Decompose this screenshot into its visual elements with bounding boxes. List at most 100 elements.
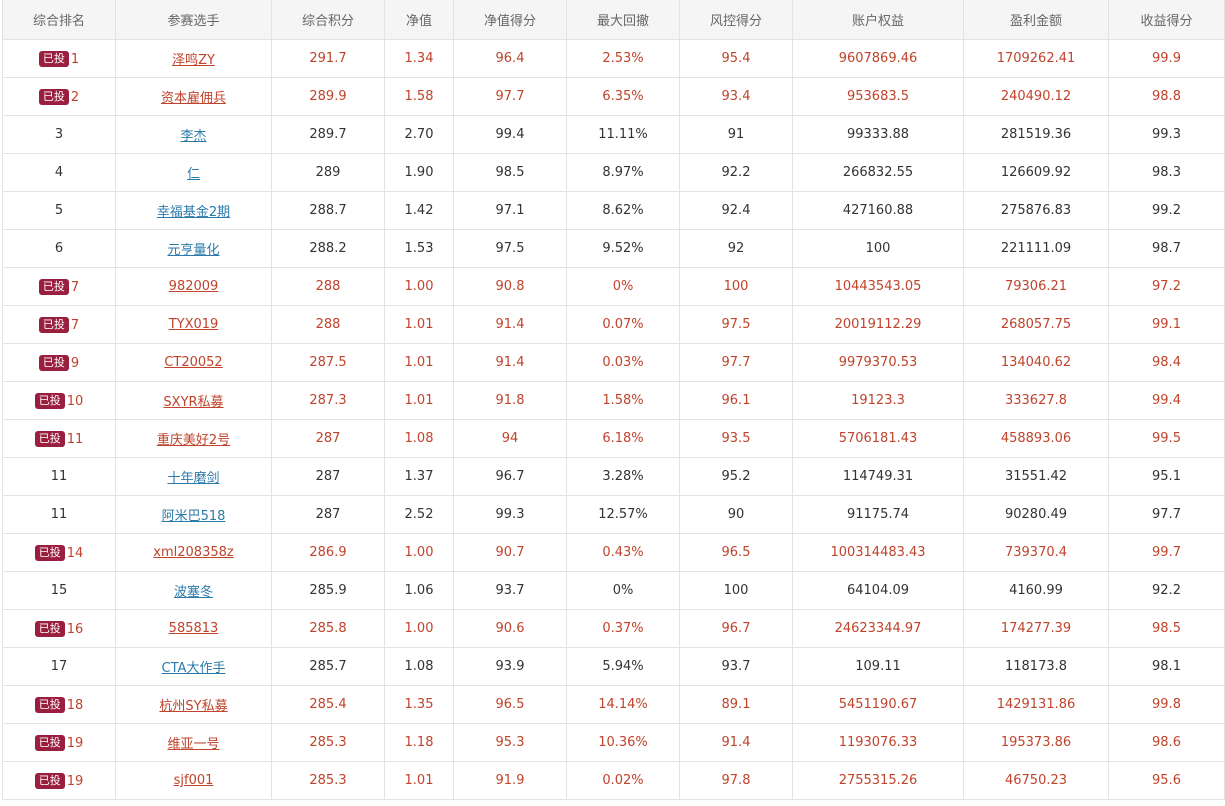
- invested-badge: 已投: [34, 620, 65, 637]
- player-cell: 982009: [115, 267, 272, 306]
- score-cell: 289.9: [271, 77, 385, 116]
- col-profit-header: 盈利金额: [963, 0, 1109, 40]
- player-cell: 幸福基金2期: [115, 191, 272, 230]
- nav-cell: 2.70: [384, 115, 454, 154]
- risk-score-cell: 96.1: [679, 381, 793, 420]
- player-link[interactable]: xml208358z: [153, 545, 234, 560]
- player-cell: 李杰: [115, 115, 272, 154]
- score-cell: 288: [271, 305, 385, 344]
- drawdown-cell: 10.36%: [566, 723, 680, 762]
- player-link[interactable]: 波塞冬: [173, 585, 213, 600]
- return-score-cell: 98.7: [1108, 229, 1225, 268]
- drawdown-cell: 6.35%: [566, 77, 680, 116]
- table-row: 已投 10 SXYR私募 287.3 1.01 91.8 1.58% 96.1 19123.3 3…: [2, 381, 1225, 420]
- player-cell: xml208358z: [115, 533, 272, 572]
- return-score-cell: 95.6: [1108, 761, 1225, 800]
- profit-cell: 118173.8: [963, 647, 1109, 686]
- drawdown-cell: 2.53%: [566, 39, 680, 78]
- rank-value: 16: [66, 621, 84, 637]
- return-score-cell: 97.2: [1108, 267, 1225, 306]
- score-cell: 285.3: [271, 723, 385, 762]
- table-row: 已投 18 杭州SY私募 285.4 1.35 96.5 14.14% 89.1 5451190…: [2, 685, 1225, 724]
- col-nav-header: 净值: [384, 0, 454, 40]
- nav-score-cell: 97.1: [453, 191, 567, 230]
- player-cell: 585813: [115, 609, 272, 648]
- player-link[interactable]: TYX019: [168, 317, 219, 332]
- profit-cell: 174277.39: [963, 609, 1109, 648]
- drawdown-cell: 0%: [566, 267, 680, 306]
- player-link[interactable]: 资本雇佣兵: [160, 91, 226, 106]
- equity-cell: 5451190.67: [792, 685, 964, 724]
- player-link[interactable]: SXYR私募: [163, 395, 224, 410]
- return-score-cell: 99.8: [1108, 685, 1225, 724]
- player-link[interactable]: CT20052: [164, 355, 223, 370]
- invested-badge: 已投: [38, 50, 69, 67]
- equity-cell: 9607869.46: [792, 39, 964, 78]
- rank-cell: 5: [2, 191, 116, 230]
- player-link[interactable]: 仁: [186, 167, 200, 182]
- rank-value: 15: [50, 583, 68, 598]
- profit-cell: 79306.21: [963, 267, 1109, 306]
- table-row: 11 阿米巴518 287 2.52 99.3 12.57% 90 91175.74 90280…: [2, 495, 1225, 534]
- player-link[interactable]: 元亨量化: [167, 243, 220, 258]
- profit-cell: 268057.75: [963, 305, 1109, 344]
- score-cell: 289.7: [271, 115, 385, 154]
- table-row: 5 幸福基金2期 288.7 1.42 97.1 8.62% 92.4 427160.88 27…: [2, 191, 1225, 230]
- equity-cell: 266832.55: [792, 153, 964, 192]
- player-cell: CT20052: [115, 343, 272, 382]
- return-score-cell: 99.4: [1108, 381, 1225, 420]
- score-cell: 286.9: [271, 533, 385, 572]
- nav-cell: 1.08: [384, 647, 454, 686]
- score-cell: 285.8: [271, 609, 385, 648]
- table-row: 4 仁 289 1.90 98.5 8.97% 92.2 266832.55 126609.92…: [2, 153, 1225, 192]
- invested-badge: 已投: [38, 278, 69, 295]
- player-link[interactable]: sjf001: [173, 773, 214, 788]
- nav-cell: 1.06: [384, 571, 454, 610]
- player-link[interactable]: 维亚一号: [167, 737, 220, 752]
- rank-cell: 已投 9: [2, 343, 116, 382]
- score-cell: 289: [271, 153, 385, 192]
- nav-score-cell: 99.4: [453, 115, 567, 154]
- rank-cell: 6: [2, 229, 116, 268]
- score-cell: 285.4: [271, 685, 385, 724]
- nav-score-cell: 90.7: [453, 533, 567, 572]
- score-cell: 285.7: [271, 647, 385, 686]
- table-row: 11 十年磨剑 287 1.37 96.7 3.28% 95.2 114749.31 31551…: [2, 457, 1225, 496]
- player-link[interactable]: 泽鸣ZY: [172, 53, 215, 68]
- return-score-cell: 99.9: [1108, 39, 1225, 78]
- nav-score-cell: 94: [453, 419, 567, 458]
- score-cell: 287: [271, 457, 385, 496]
- player-link[interactable]: CTA大作手: [161, 661, 226, 676]
- nav-cell: 1.18: [384, 723, 454, 762]
- rank-cell: 已投 19: [2, 761, 116, 800]
- drawdown-cell: 9.52%: [566, 229, 680, 268]
- player-link[interactable]: 十年磨剑: [167, 471, 220, 486]
- player-link[interactable]: 幸福基金2期: [156, 205, 231, 220]
- invested-badge: 已投: [38, 88, 69, 105]
- player-link[interactable]: 重庆美好2号: [156, 433, 231, 448]
- player-link[interactable]: 585813: [168, 621, 219, 636]
- rank-cell: 17: [2, 647, 116, 686]
- rank-value: 4: [54, 165, 64, 180]
- player-link[interactable]: 阿米巴518: [161, 509, 226, 524]
- nav-cell: 1.58: [384, 77, 454, 116]
- player-link[interactable]: 李杰: [180, 129, 207, 144]
- nav-score-cell: 96.4: [453, 39, 567, 78]
- risk-score-cell: 91: [679, 115, 793, 154]
- nav-cell: 1.34: [384, 39, 454, 78]
- rank-value: 19: [66, 773, 84, 789]
- score-cell: 285.9: [271, 571, 385, 610]
- drawdown-cell: 0.43%: [566, 533, 680, 572]
- nav-cell: 1.01: [384, 761, 454, 800]
- drawdown-cell: 14.14%: [566, 685, 680, 724]
- drawdown-cell: 0.37%: [566, 609, 680, 648]
- equity-cell: 1193076.33: [792, 723, 964, 762]
- col-return-score-header: 收益得分: [1108, 0, 1225, 40]
- player-link[interactable]: 杭州SY私募: [159, 699, 228, 714]
- table-row: 已投 19 sjf001 285.3 1.01 91.9 0.02% 97.8 2755315.…: [2, 761, 1225, 800]
- player-link[interactable]: 982009: [168, 279, 219, 294]
- col-risk-score-header: 风控得分: [679, 0, 793, 40]
- rank-value: 17: [50, 659, 68, 674]
- col-drawdown-header: 最大回撤: [566, 0, 680, 40]
- return-score-cell: 95.1: [1108, 457, 1225, 496]
